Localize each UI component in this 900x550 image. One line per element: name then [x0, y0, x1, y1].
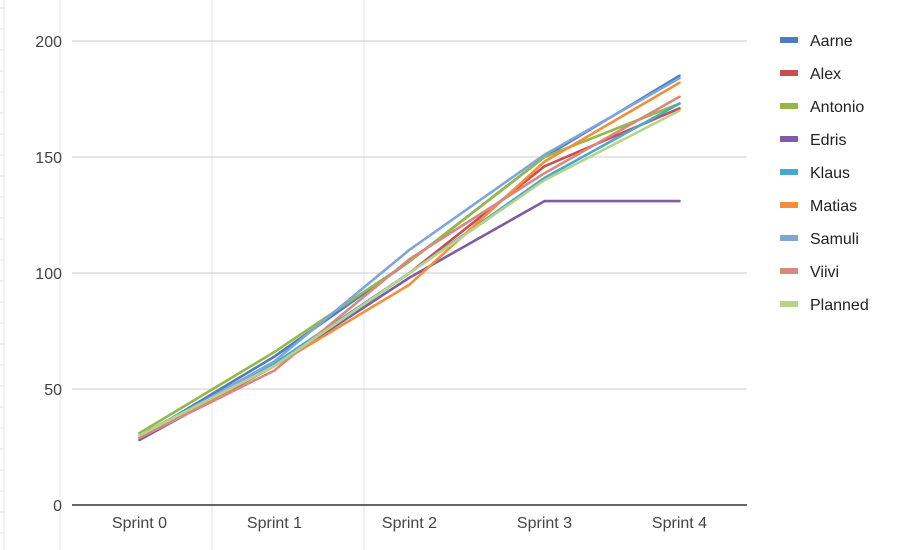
y-tick-label: 200 [35, 34, 62, 51]
x-tick-label: Sprint 4 [652, 515, 707, 532]
series-line-samuli [138, 76, 681, 440]
legend-swatch [780, 103, 798, 109]
x-tick-label: Sprint 0 [112, 515, 167, 532]
y-tick-label: 100 [35, 266, 62, 283]
legend-item-samuli[interactable]: Samuli [780, 231, 859, 248]
y-tick-label: 50 [44, 382, 62, 399]
legend-item-antonio[interactable]: Antonio [780, 99, 864, 116]
legend-swatch [780, 70, 798, 76]
legend-swatch [780, 37, 798, 43]
y-axis-tick-labels: 0 50 100 150 200 [35, 34, 62, 515]
legend-item-matias[interactable]: Matias [780, 198, 857, 215]
legend-label: Edris [810, 132, 846, 149]
x-tick-label: Sprint 2 [382, 515, 437, 532]
series-line-planned [138, 109, 681, 437]
legend-item-viivi[interactable]: Viivi [780, 264, 839, 281]
legend-swatch [780, 235, 798, 241]
legend-swatch [780, 202, 798, 208]
legend-label: Viivi [810, 264, 839, 281]
legend-label: Aarne [810, 33, 853, 50]
x-axis-tick-labels: Sprint 0 Sprint 1 Sprint 2 Sprint 3 Sprint 4 [112, 515, 707, 532]
series-line-antonio [138, 102, 681, 435]
legend-item-planned[interactable]: Planned [780, 297, 869, 314]
legend-swatch [780, 301, 798, 307]
series-lines [138, 74, 681, 442]
x-tick-label: Sprint 3 [517, 515, 572, 532]
legend-item-aarne[interactable]: Aarne [780, 33, 853, 50]
legend-swatch [780, 136, 798, 142]
legend-label: Alex [810, 66, 841, 83]
legend-swatch [780, 169, 798, 175]
legend-item-klaus[interactable]: Klaus [780, 165, 850, 182]
legend-label: Antonio [810, 99, 864, 116]
x-tick-label: Sprint 1 [247, 515, 302, 532]
series-line-edris [138, 199, 681, 442]
y-tick-label: 150 [35, 150, 62, 167]
legend-swatch [780, 268, 798, 274]
legend-label: Planned [810, 297, 869, 314]
legend[interactable]: Aarne Alex Antonio Edris Klaus Matias Samuli Vi… [780, 33, 869, 314]
legend-label: Klaus [810, 165, 850, 182]
legend-label: Matias [810, 198, 857, 215]
y-tick-label: 0 [53, 498, 62, 515]
gridlines [72, 40, 747, 390]
legend-label: Samuli [810, 231, 859, 248]
legend-item-alex[interactable]: Alex [780, 66, 841, 83]
series-line-viivi [138, 95, 681, 440]
legend-item-edris[interactable]: Edris [780, 132, 846, 149]
